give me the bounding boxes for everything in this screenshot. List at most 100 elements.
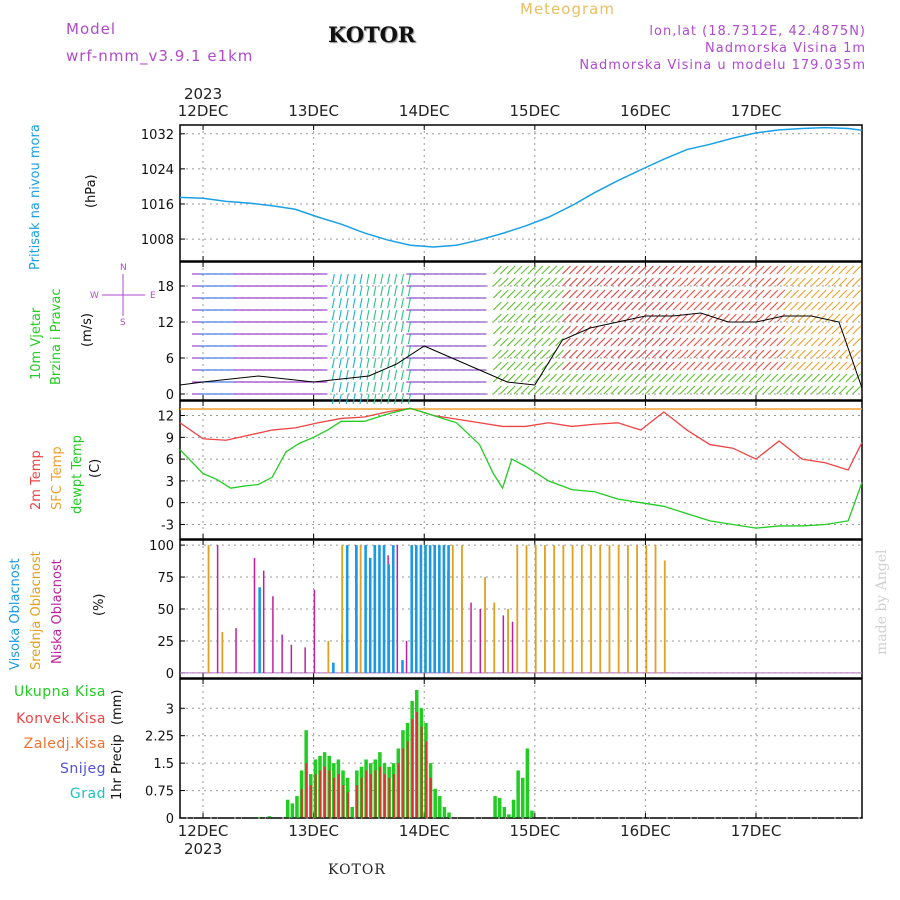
high-cloud-bar <box>428 545 432 673</box>
wind-barb <box>338 309 342 321</box>
wind-barb <box>366 297 370 309</box>
wind-barb <box>359 273 363 285</box>
mid-cloud-bar <box>534 545 537 673</box>
mid-cloud-bar <box>507 609 509 673</box>
wind-barb <box>534 301 544 311</box>
wind-barb <box>845 385 855 395</box>
low-cloud-bar <box>470 602 472 673</box>
wind-barb <box>727 289 737 299</box>
wind-barb <box>589 349 599 359</box>
wind-barb <box>790 373 799 383</box>
model-label: Model <box>66 20 117 38</box>
wind-barb <box>838 277 848 287</box>
wind-barb <box>534 361 544 371</box>
y-tick-label: 100 <box>149 539 174 554</box>
wind-barb <box>617 361 627 371</box>
wind-barb <box>852 349 862 359</box>
wind-barb <box>596 313 606 323</box>
wind-barb <box>499 349 509 359</box>
wind-barb <box>769 349 779 359</box>
legend-grad: Grad <box>69 786 106 802</box>
wind-barb <box>596 337 606 347</box>
wind-barb <box>499 289 509 299</box>
x-tick-label-top: 12DEC <box>178 102 229 120</box>
wind-barb <box>665 337 675 347</box>
wind-barb <box>338 297 342 309</box>
wind-barb <box>707 349 717 359</box>
panel-frame <box>179 124 863 262</box>
y-tick-label: 1.5 <box>153 757 174 772</box>
wind-barb <box>359 369 363 381</box>
wind-barb <box>624 385 634 395</box>
wind-barb <box>534 385 544 395</box>
high-cloud-bar <box>433 545 437 673</box>
conv-precip-bar <box>342 785 345 818</box>
wind-barb <box>672 301 682 311</box>
wind-barb <box>721 337 730 347</box>
total-precip-bar <box>525 748 530 818</box>
wind-barb <box>575 385 585 395</box>
total-precip-bar <box>516 770 520 818</box>
wind-barb <box>610 385 620 395</box>
wind-barb <box>790 277 799 287</box>
wind-barb <box>589 277 599 287</box>
wind-barb <box>596 289 606 299</box>
wind-barb <box>366 273 370 285</box>
wind-barb <box>541 301 551 311</box>
wind-barb <box>562 325 571 335</box>
wind-barb <box>741 313 751 323</box>
wind-barb <box>700 289 710 299</box>
wind-barb <box>394 273 398 285</box>
wind-barb <box>582 373 592 383</box>
wind-barb <box>617 301 627 311</box>
wind-barb <box>617 289 627 299</box>
y-tick-label: 25 <box>157 635 174 650</box>
y-tick-label: -3 <box>161 518 174 533</box>
wind-barb <box>373 393 377 405</box>
wind-barb <box>686 277 696 287</box>
wind-barb <box>345 345 349 357</box>
wind-barb <box>631 373 640 383</box>
wind-barb <box>513 277 523 287</box>
low-cloud-bar <box>281 634 283 673</box>
temp2m-line <box>179 407 863 471</box>
wind-barb <box>400 285 405 297</box>
wind-barb <box>755 313 765 323</box>
wind-barb <box>575 289 585 299</box>
wind-barb <box>548 289 558 299</box>
total-precip-bar <box>350 807 354 818</box>
legend-conv-precip: Konvek.Kisa <box>16 711 106 727</box>
wind-barb <box>534 313 544 323</box>
wind-barb <box>359 357 363 369</box>
wind-barb <box>568 385 578 395</box>
wind-barb <box>562 349 571 359</box>
conv-precip-bar <box>346 792 349 818</box>
wind-barb <box>631 385 640 395</box>
wind-barb <box>568 337 578 347</box>
wind-barb <box>400 393 405 405</box>
wind-barb <box>831 301 841 311</box>
legend-ice: Zaledj.Kisa <box>23 736 106 752</box>
wind-barb <box>631 301 640 311</box>
high-cloud-bar <box>442 545 446 673</box>
wind-barb <box>380 345 384 357</box>
wind-barb <box>817 385 827 395</box>
low-cloud-bar <box>290 644 293 673</box>
wind-barb <box>748 373 758 383</box>
mid-cloud-bar <box>626 545 629 673</box>
wind-barb <box>755 325 765 335</box>
wind-barb <box>624 301 634 311</box>
wind-barb <box>672 277 682 287</box>
model-name: wrf-nmm_v3.9.1 e1km <box>66 47 254 65</box>
wind-barb <box>589 265 599 275</box>
wind-barb <box>776 277 786 287</box>
wind-barb <box>714 373 723 383</box>
wind-barb <box>603 349 613 359</box>
wind-barb <box>824 313 834 323</box>
legend-snow: Snijeg <box>59 761 106 777</box>
wind-barb <box>352 297 356 309</box>
wind-barb <box>665 349 675 359</box>
wind-barb <box>707 373 717 383</box>
wind-barb <box>693 301 703 311</box>
mid-cloud-bar <box>341 545 344 673</box>
